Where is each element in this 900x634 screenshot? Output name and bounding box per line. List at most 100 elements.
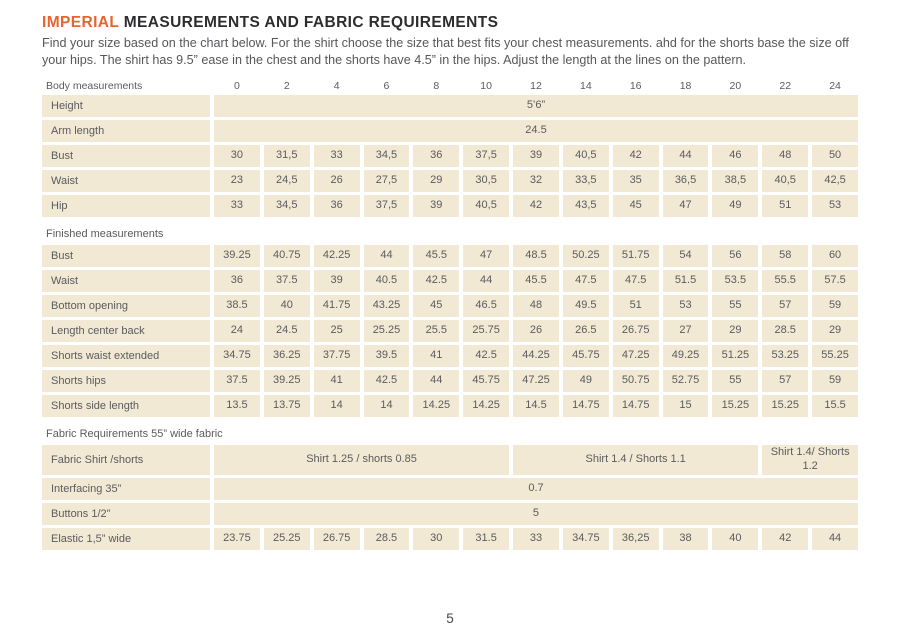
value-cell: 31,5: [263, 145, 310, 168]
size-header-cell: 8: [433, 80, 440, 93]
size-header-cell: 0: [234, 80, 240, 93]
value-cell: 36: [413, 145, 460, 168]
row-label-cell: Bust: [42, 245, 210, 268]
value-cell: 36.25: [263, 345, 310, 368]
value-cell: 28.5: [762, 320, 809, 343]
value-cell: 44: [413, 370, 460, 393]
value-cell: 54: [662, 245, 709, 268]
value-cell: 46: [712, 145, 759, 168]
value-cell: 44.25: [513, 345, 559, 368]
value-cell: 57.5: [812, 270, 858, 293]
intro-text: Find your size based on the chart below.…: [42, 36, 849, 67]
value-cell: 34,5: [363, 145, 410, 168]
value-cell: 34,5: [263, 195, 310, 218]
row-label-cell: Waist: [42, 170, 210, 193]
size-header-cell: 2: [283, 80, 290, 93]
value-cell: 14.5: [513, 395, 559, 418]
value-cell: 41: [413, 345, 460, 368]
value-cell: 14.25: [413, 395, 460, 418]
value-cell: 53: [812, 195, 858, 218]
row-label-cell: Length center back: [42, 320, 210, 343]
value-cell: 49.5: [562, 295, 609, 318]
row-label-cell: Shorts waist extended: [42, 345, 210, 368]
span-value-cell: Shirt 1.4 / Shorts 1.1: [513, 445, 759, 476]
value-cell: 55.5: [762, 270, 809, 293]
value-cell: 42: [762, 528, 809, 551]
measurements-table: Body measurements 0 2 4 6 8 10 12 14 16 18 20 22 24 He…: [42, 77, 858, 551]
merged-value-cell: 0.7: [214, 478, 858, 501]
value-cell: 15.25: [712, 395, 759, 418]
value-cell: 60: [812, 245, 858, 268]
merged-value-cell: 5: [214, 503, 858, 526]
value-cell: 30: [413, 528, 460, 551]
row-label-cell: Bottom opening: [42, 295, 210, 318]
value-cell: 58: [762, 245, 809, 268]
value-cell: 44: [463, 270, 510, 293]
value-cell: 25.25: [263, 528, 310, 551]
value-cell: 25.5: [413, 320, 460, 343]
value-cell: 42,5: [812, 170, 858, 193]
size-header-cell: 16: [629, 80, 642, 93]
value-cell: 40.5: [363, 270, 410, 293]
value-cell: 37.5: [263, 270, 310, 293]
page-title-rest: MEASUREMENTS AND FABRIC REQUIREMENTS: [118, 14, 499, 31]
size-header-cell: 18: [679, 80, 692, 93]
value-cell: 43.25: [363, 295, 410, 318]
merged-value-cell: 24.5: [214, 120, 858, 143]
value-cell: 25: [313, 320, 360, 343]
value-cell: 45.5: [413, 245, 460, 268]
value-cell: 39.25: [214, 245, 260, 268]
value-cell: 41.75: [313, 295, 360, 318]
row-label-cell: Hip: [42, 195, 210, 218]
value-cell: 56: [712, 245, 759, 268]
value-cell: 45.75: [463, 370, 510, 393]
value-cell: 36: [313, 195, 360, 218]
value-cell: 33: [513, 528, 559, 551]
value-cell: 44: [812, 528, 858, 551]
value-cell: 40,5: [463, 195, 510, 218]
value-cell: 39: [513, 145, 559, 168]
value-cell: 15.25: [762, 395, 809, 418]
row-label-cell: Arm length: [42, 120, 210, 143]
size-header-cell: 14: [580, 80, 592, 93]
value-cell: 45.5: [513, 270, 559, 293]
value-cell: 55: [712, 295, 759, 318]
value-cell: 49: [712, 195, 759, 218]
value-cell: 47: [662, 195, 709, 218]
value-cell: 26.75: [612, 320, 659, 343]
merged-value-cell: 5’6”: [214, 95, 858, 118]
value-cell: 29: [413, 170, 460, 193]
value-cell: 14: [313, 395, 360, 418]
value-cell: 24.5: [263, 320, 310, 343]
row-label-cell: Buttons 1/2”: [42, 503, 210, 526]
value-cell: 45: [612, 195, 659, 218]
value-cell: 42.5: [463, 345, 510, 368]
value-cell: 37,5: [363, 195, 410, 218]
value-cell: 15: [662, 395, 709, 418]
value-cell: 53: [662, 295, 709, 318]
value-cell: 31.5: [463, 528, 510, 551]
value-cell: 48.5: [513, 245, 559, 268]
value-cell: 41: [313, 370, 360, 393]
value-cell: 38,5: [712, 170, 759, 193]
value-cell: 26.5: [562, 320, 609, 343]
value-cell: 48: [762, 145, 809, 168]
value-cell: 57: [762, 295, 809, 318]
page-title: IMPERIAL MEASUREMENTS AND FABRIC REQUIRE…: [42, 14, 858, 32]
value-cell: 42.5: [363, 370, 410, 393]
size-header-cell: 24: [829, 80, 841, 93]
value-cell: 43,5: [562, 195, 609, 218]
value-cell: 32: [513, 170, 559, 193]
value-cell: 47.25: [612, 345, 659, 368]
value-cell: 36,25: [612, 528, 659, 551]
page-content: IMPERIAL MEASUREMENTS AND FABRIC REQUIRE…: [42, 14, 858, 551]
value-cell: 57: [762, 370, 809, 393]
value-cell: 50.75: [612, 370, 659, 393]
value-cell: 47.5: [612, 270, 659, 293]
value-cell: 45: [413, 295, 460, 318]
value-cell: 36: [214, 270, 260, 293]
value-cell: 37.5: [214, 370, 260, 393]
row-label-cell: Interfacing 35”: [42, 478, 210, 501]
section-label: Finished measurements: [42, 220, 858, 243]
value-cell: 46.5: [463, 295, 510, 318]
